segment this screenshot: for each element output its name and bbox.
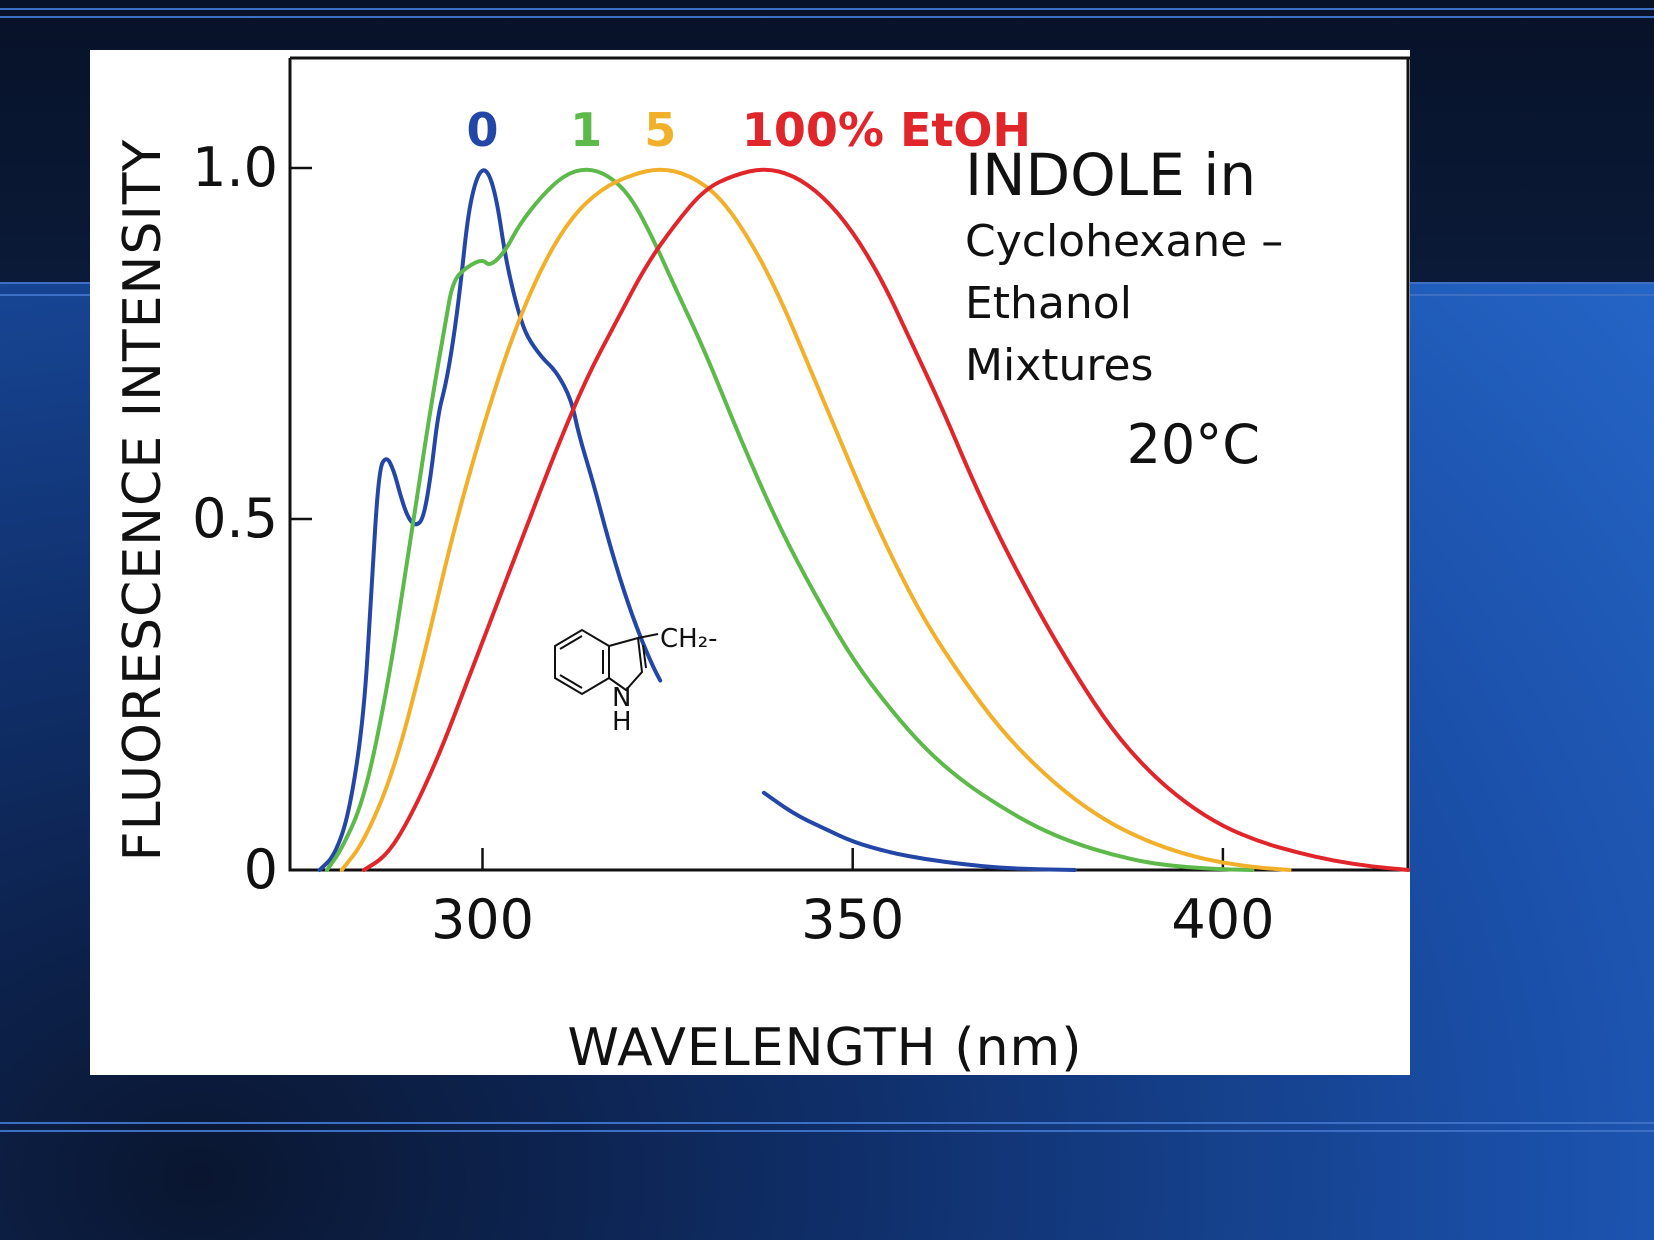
annotation-line-3: Ethanol (965, 278, 1132, 329)
series-line (761, 790, 1077, 872)
series-label: 1 (570, 103, 602, 157)
structure-h-label: H (612, 707, 632, 737)
series-label: 0 (466, 103, 498, 157)
y-tick-label: 1.0 (192, 136, 278, 199)
divider-line (0, 1130, 1654, 1132)
series-line (325, 167, 1255, 872)
series-line (362, 167, 1410, 872)
axis-ticks: 300 350 400 0 0.5 1.0 (192, 136, 1274, 951)
divider-line (0, 8, 1654, 10)
series-line (317, 168, 663, 872)
x-tick-label: 400 (1171, 888, 1274, 951)
series-labels: 0 1 5 100% EtOH (466, 103, 1030, 157)
annotation-line-2: Cyclohexane – (965, 216, 1283, 267)
structure-ch2-label: CH₂- (660, 624, 718, 654)
y-tick-label: 0 (244, 838, 278, 901)
series-label: 5 (644, 103, 676, 157)
x-axis-title: WAVELENGTH (nm) (568, 1018, 1083, 1075)
x-tick-label: 300 (431, 888, 534, 951)
figure-card: 300 350 400 0 0.5 1.0 0 1 5 100% EtOH WAVELENGTH… (90, 50, 1410, 1075)
annotation-title: INDOLE in (965, 141, 1256, 209)
indole-structure-icon (554, 628, 659, 696)
fluorescence-chart: 300 350 400 0 0.5 1.0 0 1 5 100% EtOH WAVELENGTH… (113, 56, 1410, 1075)
divider-line (0, 1122, 1654, 1124)
temperature-label: 20°C (1127, 413, 1260, 476)
series-line (339, 167, 1292, 872)
series-label: 100% EtOH (742, 103, 1031, 157)
spectra-curves (317, 167, 1410, 872)
y-axis-title: FLUORESCENCE INTENSITY (113, 139, 173, 862)
annotation-line-4: Mixtures (965, 340, 1153, 391)
divider-line (0, 16, 1654, 18)
structure-n-label: N (612, 683, 631, 713)
x-tick-label: 350 (801, 888, 904, 951)
y-tick-label: 0.5 (192, 487, 278, 550)
